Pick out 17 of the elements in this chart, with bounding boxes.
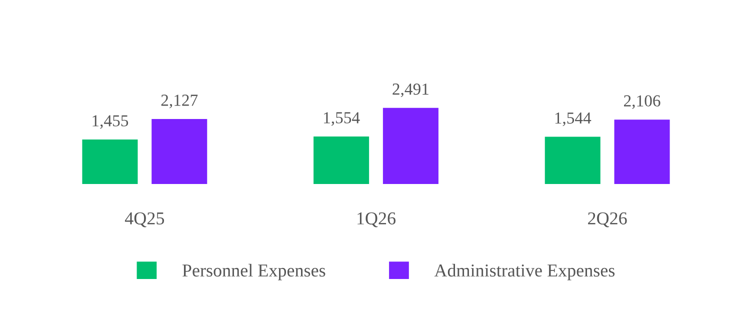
x-tick-label: 2Q26 bbox=[588, 212, 627, 228]
bar bbox=[544, 136, 600, 184]
legend-label: Administrative Expenses bbox=[434, 264, 615, 280]
data-label: 2,491 bbox=[392, 84, 428, 98]
bar bbox=[82, 140, 138, 184]
data-label: 2,127 bbox=[161, 94, 198, 108]
data-label: 2,106 bbox=[624, 95, 660, 109]
data-label: 1,455 bbox=[92, 115, 128, 129]
x-tick-label: 1Q26 bbox=[358, 212, 396, 228]
legend-label: Personnel Expenses bbox=[182, 264, 326, 280]
data-label: 1,554 bbox=[324, 112, 360, 126]
bar bbox=[314, 136, 370, 184]
x-tick-label: 4Q25 bbox=[124, 212, 164, 228]
bar bbox=[382, 108, 438, 184]
data-label: 1,544 bbox=[555, 112, 592, 126]
bar bbox=[614, 120, 670, 184]
bar bbox=[152, 118, 208, 184]
